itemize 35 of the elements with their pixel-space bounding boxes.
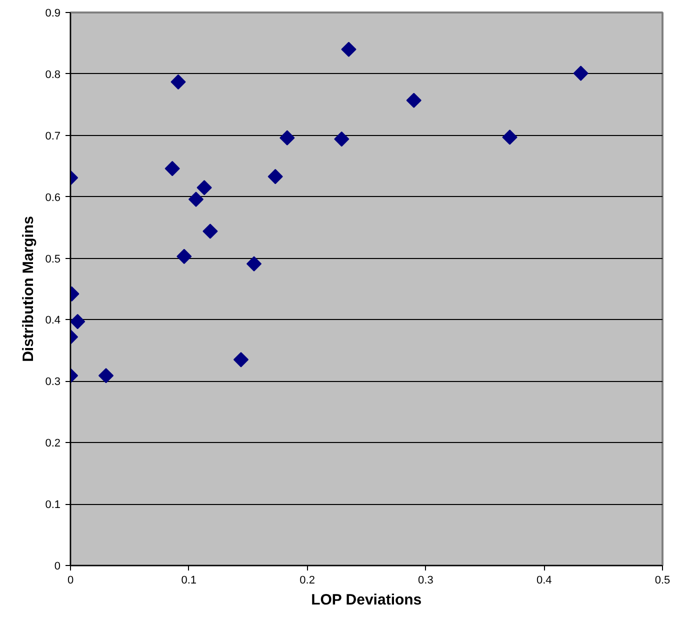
- y-tick-label: 0.7: [45, 130, 61, 142]
- y-tick-label: 0.1: [45, 499, 61, 512]
- x-tick-label: 0.1: [181, 574, 197, 586]
- point: [246, 256, 262, 272]
- point: [341, 42, 356, 57]
- point: [268, 168, 283, 184]
- point: [334, 132, 350, 147]
- y-tick-label: 0.2: [45, 438, 61, 450]
- point: [176, 248, 192, 264]
- point: [406, 92, 422, 108]
- x-tick-label: 0.5: [654, 574, 670, 586]
- y-tick-label: 0.6: [45, 192, 61, 204]
- y-tick-label: 0.4: [45, 314, 61, 327]
- y-tick-label: 0.5: [45, 253, 61, 266]
- point: [573, 66, 588, 81]
- x-tick-label: 0.4: [536, 574, 552, 586]
- point: [202, 224, 218, 239]
- x-tick-label: 0.2: [300, 574, 315, 586]
- x-axis-title: LOP Deviations: [311, 592, 422, 608]
- point: [233, 352, 249, 368]
- point: [98, 368, 114, 384]
- point: [188, 192, 204, 207]
- point: [280, 130, 295, 146]
- point: [170, 74, 186, 90]
- y-tick-label: 0.8: [45, 68, 61, 81]
- y-axis-title: Distribution Margins: [20, 216, 38, 362]
- y-tick-label: 0.3: [45, 376, 61, 388]
- x-tick-label: 0.3: [418, 574, 434, 586]
- x-tick-label: 0: [67, 574, 74, 586]
- point: [70, 314, 86, 330]
- point: [196, 180, 212, 196]
- y-tick-label: 0.9: [45, 8, 61, 20]
- point: [164, 161, 180, 176]
- point: [502, 130, 518, 145]
- y-tick-label: 0: [54, 560, 61, 572]
